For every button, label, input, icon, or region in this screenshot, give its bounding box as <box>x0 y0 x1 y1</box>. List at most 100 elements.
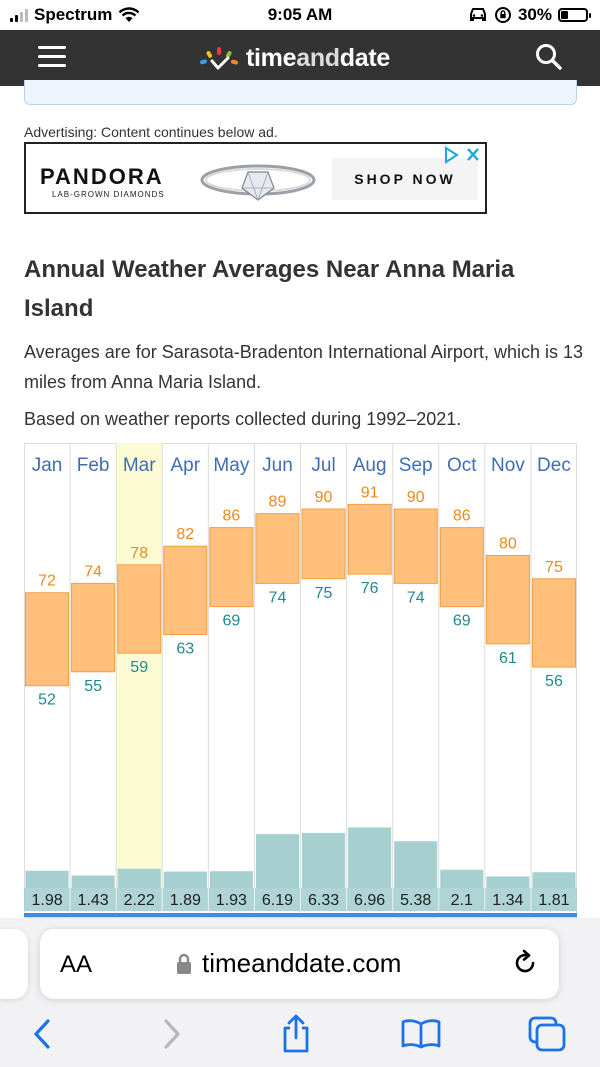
precip-value: 6.33 <box>308 892 339 909</box>
temp-bar <box>347 503 392 575</box>
basis-text: Based on weather reports collected durin… <box>24 409 462 429</box>
temp-bar <box>393 508 438 584</box>
high-temp-label: 86 <box>453 508 471 525</box>
low-temp-label: 76 <box>361 580 379 597</box>
low-temp-label: 74 <box>407 589 425 606</box>
temp-bar <box>531 578 576 668</box>
high-temp-label: 90 <box>407 489 425 506</box>
precip-value: 2.22 <box>124 892 155 909</box>
month-label: Jan <box>32 455 63 476</box>
high-temp-label: 89 <box>269 494 287 511</box>
battery-percent: 30% <box>517 5 552 24</box>
high-temp-label: 72 <box>38 573 56 590</box>
intro-text: Averages are for Sarasota-Bradenton Inte… <box>24 342 583 392</box>
precip-value: 1.81 <box>538 892 569 909</box>
temp-bar <box>25 592 70 687</box>
menu-icon[interactable] <box>38 46 66 68</box>
low-temp-label: 56 <box>545 673 563 690</box>
low-temp-label: 74 <box>269 589 287 606</box>
temp-bar <box>485 555 530 645</box>
ad-banner[interactable]: PANDORA LAB-GROWN DIAMONDS SHOP NOW <box>24 142 487 214</box>
low-temp-label: 63 <box>176 641 194 658</box>
temp-bar <box>301 508 346 580</box>
logo-text: timeanddate <box>246 44 390 72</box>
back-button[interactable] <box>18 1014 66 1054</box>
temp-bar <box>255 513 300 584</box>
precip-value: 1.34 <box>492 892 523 909</box>
high-temp-label: 74 <box>84 563 102 580</box>
precip-bar <box>117 868 161 888</box>
high-temp-label: 75 <box>545 559 563 576</box>
month-label: Feb <box>77 455 110 476</box>
tabs-button[interactable] <box>523 1014 571 1054</box>
precip-bar <box>25 870 69 888</box>
temp-bar <box>209 527 254 608</box>
precip-bar <box>209 871 253 888</box>
status-right: 30% <box>468 5 591 25</box>
forward-button[interactable] <box>148 1014 196 1054</box>
share-button[interactable] <box>272 1014 320 1054</box>
reload-icon[interactable] <box>511 949 539 977</box>
precip-bar <box>255 834 299 888</box>
low-temp-label: 69 <box>222 613 240 630</box>
low-temp-label: 69 <box>453 613 471 630</box>
highlight-column <box>116 443 163 888</box>
car-icon <box>469 8 486 21</box>
month-label: Nov <box>491 455 525 476</box>
previous-tab-preview[interactable] <box>0 929 28 999</box>
ring-icon <box>200 164 316 202</box>
high-temp-label: 80 <box>499 536 517 553</box>
bookmarks-button[interactable] <box>397 1014 445 1054</box>
tabs-icon <box>528 1016 566 1052</box>
carrier-name: Spectrum <box>34 5 113 24</box>
url-text[interactable]: timeanddate.com <box>202 948 402 978</box>
ad-brand-sub: LAB-GROWN DIAMONDS <box>52 190 165 199</box>
precip-value: 1.89 <box>170 892 201 909</box>
ad-brand: PANDORA <box>40 164 164 189</box>
low-temp-label: 59 <box>130 659 148 676</box>
shop-now-button[interactable]: SHOP NOW <box>332 158 478 200</box>
site-logo[interactable]: timeanddate <box>198 44 390 73</box>
month-label: Apr <box>171 455 201 476</box>
chart-bottom-rule <box>24 913 577 917</box>
precip-bar <box>394 841 438 888</box>
precip-bar <box>486 876 530 888</box>
rotation-lock-icon <box>494 7 511 23</box>
month-label: Aug <box>353 455 387 476</box>
month-label: May <box>213 455 249 476</box>
month-label: Sep <box>399 455 433 476</box>
chevron-right-icon <box>164 1019 180 1049</box>
temp-bar <box>117 564 162 654</box>
site-header: timeanddate <box>0 30 600 86</box>
temp-bar <box>163 545 208 636</box>
precip-bar <box>440 869 484 888</box>
precip-bar <box>302 832 346 888</box>
share-icon <box>283 1014 309 1053</box>
temp-bar <box>439 527 484 608</box>
low-temp-label: 55 <box>84 678 102 695</box>
logo-mark-icon <box>200 46 238 69</box>
precip-value: 5.38 <box>400 892 431 909</box>
temp-bar <box>71 582 116 673</box>
precip-value: 6.19 <box>262 892 293 909</box>
adchoices-icon[interactable] <box>443 146 483 164</box>
weather-chart-svg: Jan 72 52 1.98 Feb 74 55 1.43 Mar 78 59 2.22 Apr 82 63… <box>24 443 577 918</box>
browser-toolbar: AA timeanddate.com <box>0 918 600 1067</box>
collapsed-panel <box>24 80 577 105</box>
ad-label: Advertising: Content continues below ad. <box>24 124 278 140</box>
weather-chart: Jan 72 52 1.98 Feb 74 55 1.43 Mar 78 59 2.22 Apr 82 63… <box>24 443 577 918</box>
month-label: Mar <box>123 455 156 476</box>
address-bar[interactable]: AA timeanddate.com <box>40 929 559 999</box>
high-temp-label: 91 <box>361 484 379 501</box>
book-icon <box>401 1019 441 1049</box>
search-icon[interactable] <box>534 42 564 72</box>
high-temp-label: 82 <box>176 526 194 543</box>
precip-bar <box>348 827 392 888</box>
reader-aa-button[interactable]: AA <box>60 951 93 978</box>
high-temp-label: 86 <box>222 508 240 525</box>
wifi-icon <box>119 7 140 22</box>
low-temp-label: 75 <box>315 585 333 602</box>
month-label: Oct <box>447 455 477 476</box>
precip-bar <box>163 871 207 888</box>
battery-icon <box>558 8 591 22</box>
